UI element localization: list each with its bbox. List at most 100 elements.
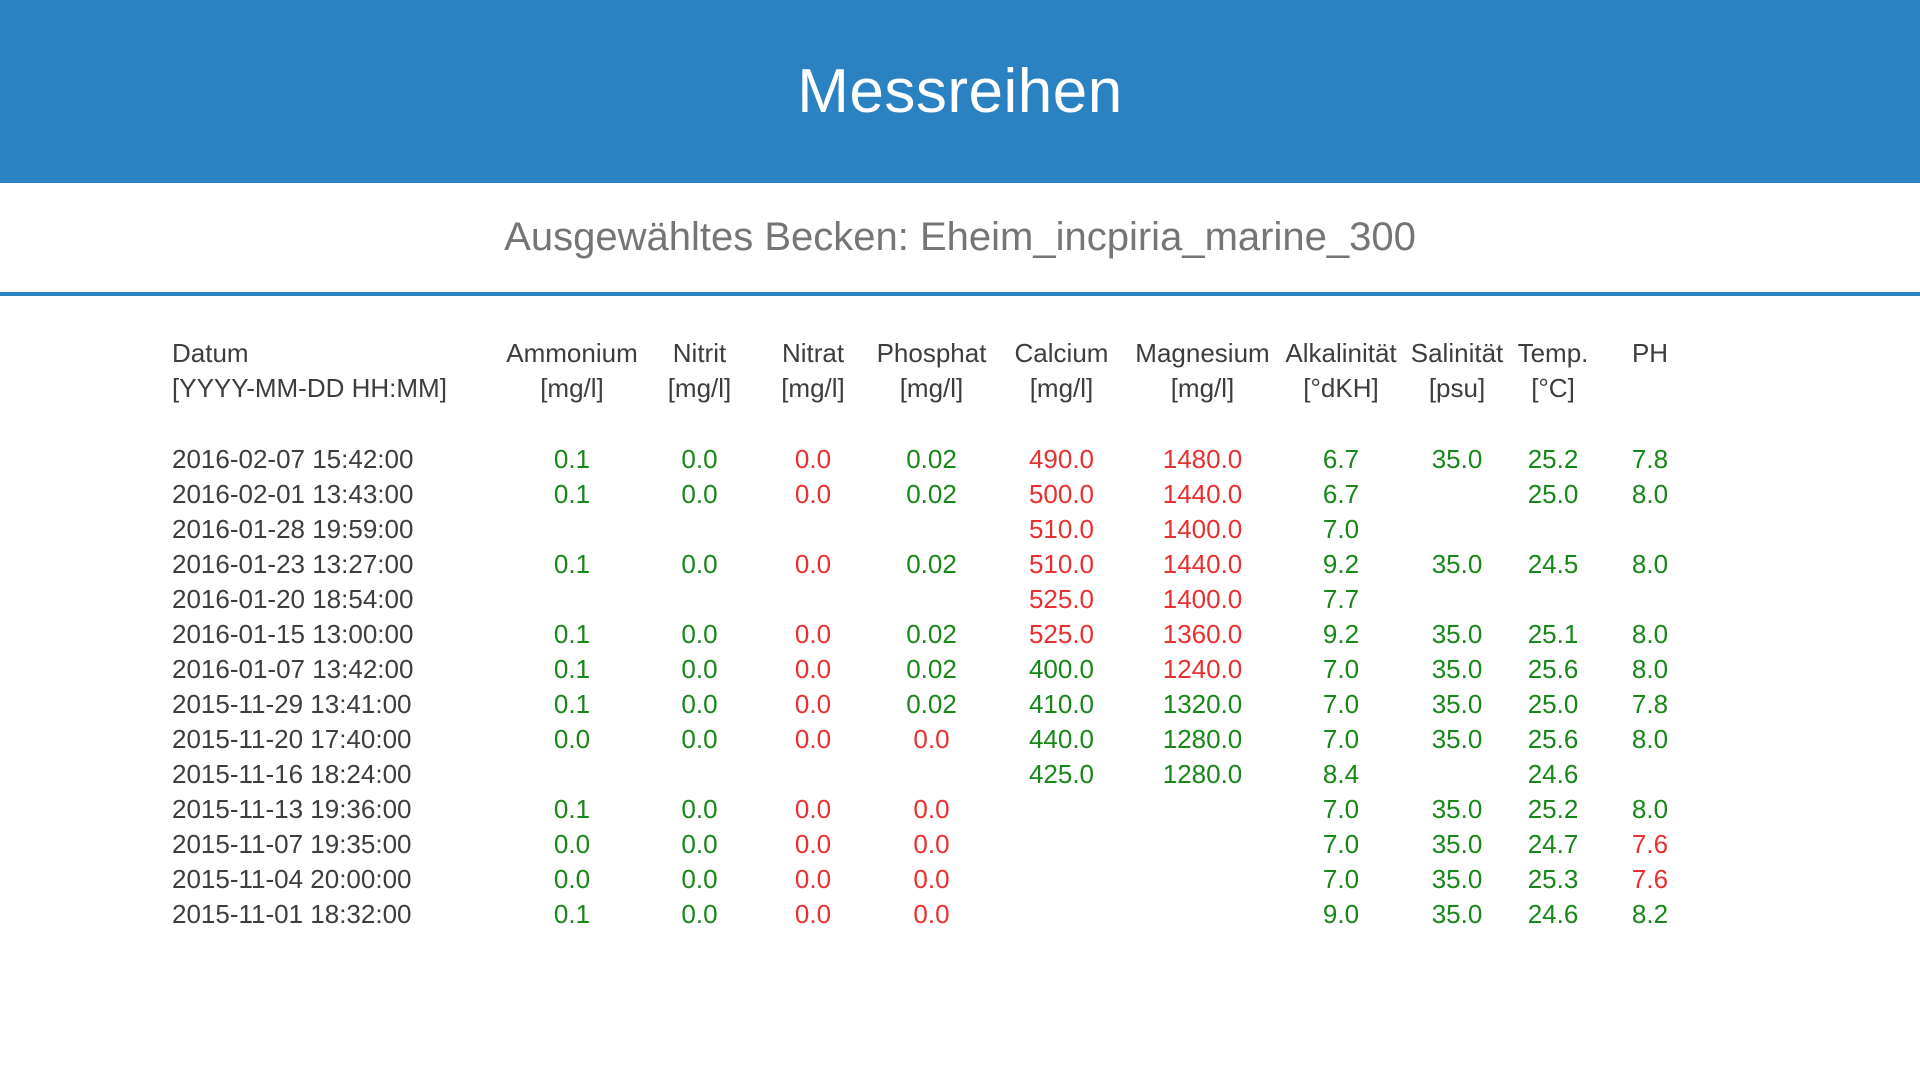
row-value: 8.0 — [1631, 549, 1669, 579]
row-value: 0.0 — [794, 619, 832, 649]
row-value: 1360.0 — [1162, 619, 1243, 649]
table-row: 2016-02-01 13:43:00 0.1 0.0 0.0 0.02 500.0 144… — [150, 477, 1702, 512]
row-value: 8.0 — [1631, 654, 1669, 684]
row-value — [1598, 757, 1702, 792]
row-value: 1400.0 — [1162, 584, 1243, 614]
row-datum: 2015-11-04 20:00:00 — [172, 864, 412, 894]
row-value: 35.0 — [1431, 549, 1483, 579]
row-value: 7.0 — [1322, 654, 1360, 684]
row-datum: 2016-01-23 13:27:00 — [172, 549, 414, 579]
row-value: 7.0 — [1322, 794, 1360, 824]
row-value — [757, 757, 869, 792]
row-value: 525.0 — [1028, 584, 1095, 614]
row-value: 1240.0 — [1162, 654, 1243, 684]
row-value — [1129, 792, 1276, 827]
row-value: 6.7 — [1322, 479, 1360, 509]
selected-tank-text: Ausgewähltes Becken: Eheim_incpiria_mari… — [504, 215, 1416, 259]
row-datum: 2016-01-15 13:00:00 — [172, 619, 414, 649]
row-datum: 2016-02-07 15:42:00 — [172, 444, 414, 474]
column-name: Datum — [172, 338, 249, 368]
row-value: 0.1 — [553, 479, 591, 509]
row-value: 7.0 — [1322, 864, 1360, 894]
row-value: 0.02 — [906, 444, 957, 474]
row-value: 0.0 — [913, 724, 950, 754]
row-datum: 2015-11-16 18:24:00 — [172, 759, 412, 789]
measurement-table-body: 2016-02-07 15:42:00 0.1 0.0 0.0 0.02 490.0 148… — [150, 442, 1702, 932]
column-header-datum: Datum [YYYY-MM-DD HH:MM] — [150, 336, 502, 442]
column-unit: [mg/l] — [1170, 373, 1235, 403]
table-row: 2015-11-16 18:24:00 425.0 1280.0 8.4 24.6 — [150, 757, 1702, 792]
row-value — [994, 792, 1129, 827]
row-value: 25.2 — [1527, 444, 1579, 474]
row-value: 9.2 — [1322, 619, 1360, 649]
table-row: 2015-11-20 17:40:00 0.0 0.0 0.0 0.0 440.0 1280… — [150, 722, 1702, 757]
row-value: 525.0 — [1028, 619, 1095, 649]
row-value: 35.0 — [1431, 444, 1483, 474]
row-value: 490.0 — [1028, 444, 1095, 474]
row-value: 8.0 — [1631, 794, 1669, 824]
row-value: 0.02 — [906, 654, 957, 684]
row-value — [1508, 512, 1598, 547]
row-value: 0.0 — [681, 479, 718, 509]
row-value: 0.0 — [794, 479, 832, 509]
row-value: 0.02 — [906, 619, 957, 649]
row-value — [869, 582, 994, 617]
row-value: 0.0 — [553, 724, 591, 754]
row-value: 7.0 — [1322, 724, 1360, 754]
column-header-ammonium: Ammonium [mg/l] — [502, 336, 642, 442]
row-value: 0.0 — [681, 864, 718, 894]
column-header-salinit-t: Salinität [psu] — [1406, 336, 1508, 442]
row-value: 0.1 — [553, 549, 591, 579]
row-value — [757, 582, 869, 617]
column-unit — [1598, 371, 1702, 406]
row-value: 410.0 — [1028, 689, 1095, 719]
row-value — [994, 897, 1129, 932]
row-value: 0.0 — [681, 724, 718, 754]
row-value: 9.0 — [1322, 899, 1360, 929]
row-value: 25.1 — [1527, 619, 1579, 649]
column-name: PH — [1631, 338, 1669, 368]
column-name: Ammonium — [506, 338, 638, 368]
row-value: 9.2 — [1322, 549, 1360, 579]
row-value: 0.0 — [794, 724, 832, 754]
row-value: 0.1 — [553, 654, 591, 684]
row-datum: 2016-02-01 13:43:00 — [172, 479, 414, 509]
row-value: 1480.0 — [1162, 444, 1243, 474]
row-value — [1598, 512, 1702, 547]
row-value: 1440.0 — [1162, 479, 1243, 509]
row-value — [869, 512, 994, 547]
column-name: Temp. — [1517, 338, 1589, 368]
row-value — [502, 757, 642, 792]
row-value: 35.0 — [1431, 829, 1483, 859]
column-name: Salinität — [1410, 338, 1504, 368]
table-row: 2016-01-07 13:42:00 0.1 0.0 0.0 0.02 400.0 124… — [150, 652, 1702, 687]
row-datum: 2015-11-20 17:40:00 — [172, 724, 412, 754]
row-value: 0.1 — [553, 794, 591, 824]
row-value: 7.7 — [1322, 584, 1360, 614]
row-value — [642, 757, 757, 792]
column-header-magnesium: Magnesium [mg/l] — [1129, 336, 1276, 442]
row-value: 0.0 — [913, 864, 950, 894]
column-unit: [YYYY-MM-DD HH:MM] — [172, 373, 447, 403]
row-value: 25.0 — [1527, 479, 1579, 509]
table-row: 2015-11-04 20:00:00 0.0 0.0 0.0 0.0 7.0 35.0 25… — [150, 862, 1702, 897]
row-value — [1406, 582, 1508, 617]
row-value: 35.0 — [1431, 864, 1483, 894]
row-value: 0.0 — [553, 864, 591, 894]
row-datum: 2015-11-01 18:32:00 — [172, 899, 412, 929]
table-row: 2016-01-23 13:27:00 0.1 0.0 0.0 0.02 510.0 144… — [150, 547, 1702, 582]
row-datum: 2016-01-07 13:42:00 — [172, 654, 414, 684]
measurement-table: Datum [YYYY-MM-DD HH:MM] Ammonium [mg/l] Nit… — [150, 336, 1702, 932]
row-value — [1129, 862, 1276, 897]
row-value: 25.2 — [1527, 794, 1579, 824]
row-value: 425.0 — [1028, 759, 1095, 789]
row-value: 7.6 — [1631, 829, 1669, 859]
row-datum: 2015-11-13 19:36:00 — [172, 794, 412, 824]
row-value: 0.0 — [681, 689, 718, 719]
row-value: 7.6 — [1631, 864, 1669, 894]
row-value — [994, 862, 1129, 897]
row-value: 24.7 — [1527, 829, 1579, 859]
row-value: 25.0 — [1527, 689, 1579, 719]
row-value: 7.8 — [1631, 444, 1669, 474]
row-value: 7.0 — [1322, 689, 1360, 719]
